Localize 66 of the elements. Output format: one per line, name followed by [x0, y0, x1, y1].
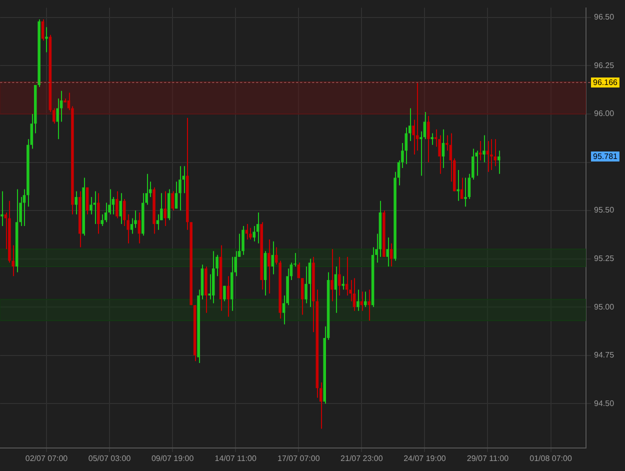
x-tick-label: 17/07 07:00	[278, 454, 320, 464]
candlestick	[430, 132, 434, 146]
candlestick	[226, 276, 230, 318]
candlestick	[56, 98, 60, 140]
candlestick	[171, 190, 174, 212]
x-tick-label: 05/07 03:00	[88, 454, 132, 464]
candlestick	[338, 256, 341, 296]
candlestick	[130, 218, 134, 234]
y-tick-label: 95.00	[594, 302, 615, 312]
candlestick	[356, 289, 360, 312]
candlestick	[97, 192, 100, 234]
y-tick-label: 95.50	[594, 206, 615, 215]
candlestick	[138, 212, 141, 244]
candlestick	[242, 225, 244, 256]
candlestick	[482, 134, 486, 163]
x-tick-label: 14/07 11:00	[214, 454, 257, 464]
candlestick	[412, 119, 415, 156]
candlestick	[478, 140, 482, 161]
candlestick	[416, 82, 419, 152]
x-tick-label: 09/07 19:00	[151, 454, 194, 464]
text: 95.781	[593, 152, 618, 162]
y-tick-label: 96.50	[594, 12, 615, 22]
candlestick	[427, 115, 430, 163]
candlestick	[300, 278, 304, 316]
candlestick	[122, 198, 126, 226]
candlestick	[442, 128, 445, 169]
candlestick	[268, 238, 270, 294]
x-tick-label: 24/07 19:00	[404, 454, 446, 464]
candlestick	[116, 190, 118, 219]
candlestick	[90, 196, 92, 215]
candlestick	[364, 291, 367, 308]
candlestick	[178, 166, 182, 212]
candlestick	[330, 248, 334, 302]
candlestick	[342, 276, 345, 290]
x-tick-label: 02/07 07:00	[25, 454, 68, 464]
candlestick	[252, 225, 256, 242]
candlestick	[256, 212, 260, 244]
candlestick	[368, 289, 370, 322]
y-tick-label: 96.25	[594, 60, 615, 70]
x-tick-label: 29/07 11:00	[466, 454, 510, 464]
candlestick	[119, 192, 122, 225]
candlestick	[486, 140, 490, 172]
candlestick	[464, 177, 467, 208]
y-tick-label: 94.75	[594, 350, 615, 360]
candlestick	[352, 278, 356, 312]
candlestick	[334, 266, 338, 314]
candlestick	[497, 150, 500, 174]
candlestick	[0, 190, 4, 226]
y-tick-label: 94.50	[594, 398, 615, 408]
candlestick	[390, 242, 393, 268]
candlestick	[386, 237, 390, 268]
ref-line-label: 96.166	[593, 78, 618, 88]
candlestick	[174, 181, 178, 210]
y-tick-label: 96.00	[594, 109, 615, 118]
candlestick	[100, 214, 104, 226]
y-tick-label: 95.25	[594, 254, 615, 263]
candlestick	[494, 138, 497, 167]
candlestick	[490, 138, 493, 170]
x-tick-label: 21/07 23:00	[340, 454, 384, 464]
candlestick	[475, 150, 478, 176]
candlestick	[223, 285, 226, 302]
candlestick	[308, 258, 312, 308]
x-tick-label: 01/08 07:00	[530, 454, 572, 464]
candlestick	[249, 227, 252, 240]
candlestick	[297, 262, 300, 279]
candlestick	[304, 266, 308, 304]
